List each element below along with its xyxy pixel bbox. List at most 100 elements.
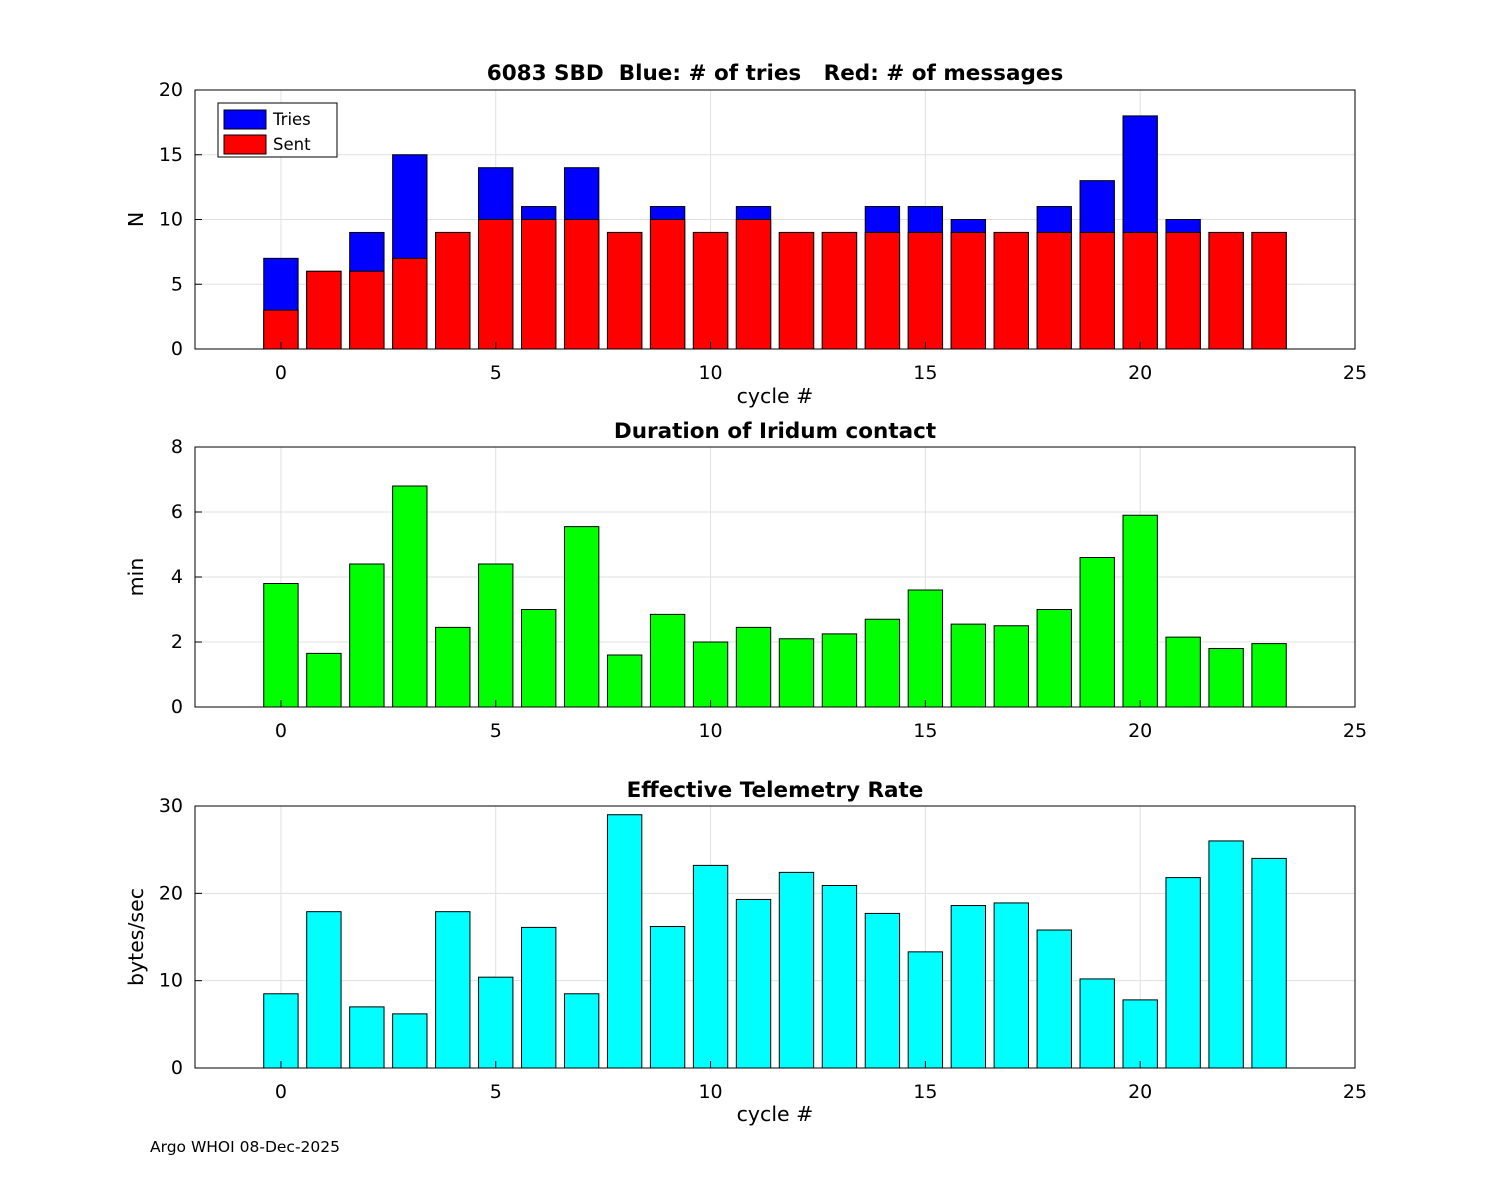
bar-iridium-duration-cycle-1 [306, 652, 342, 708]
bar-telemetry-rate-cycle-4 [435, 911, 471, 1069]
bar-iridium-duration-cycle-23 [1251, 643, 1287, 708]
tick-label-y: 0 [171, 338, 183, 360]
bar-tries-messages-cycle-2 [349, 270, 385, 350]
bar-tries-messages-cycle-10 [692, 231, 729, 350]
tick-label-x: 0 [275, 720, 287, 742]
bar-tries-messages-cycle-14 [864, 231, 901, 350]
tick-label-y: 10 [159, 970, 183, 992]
bar-iridium-duration-cycle-13 [821, 633, 858, 708]
bar-iridium-duration-cycle-9 [649, 613, 686, 708]
bar-telemetry-rate-cycle-7 [563, 993, 600, 1069]
tick-label-x: 5 [490, 362, 502, 384]
bar-telemetry-rate-cycle-19 [1079, 978, 1115, 1069]
bar-telemetry-rate-cycle-12 [778, 871, 815, 1069]
tick-label-x: 0 [275, 362, 287, 384]
bar-tries-messages-cycle-16 [950, 231, 987, 350]
tick-label-y: 5 [171, 273, 183, 295]
bar-iridium-duration-cycle-10 [692, 641, 729, 708]
bar-tries-messages-cycle-1 [306, 270, 342, 350]
chart-title-tries-messages: 6083 SBD Blue: # of tries Red: # of mess… [487, 61, 1064, 86]
axes-box-telemetry-rate [194, 805, 1356, 1069]
x-axis-label: cycle # [737, 384, 814, 408]
tick-label-y: 30 [159, 795, 183, 817]
tick-label-y: 20 [159, 882, 183, 904]
bar-tries-messages-cycle-15 [907, 231, 944, 350]
bar-iridium-duration-cycle-4 [435, 626, 471, 708]
tick-label-y: 8 [171, 436, 183, 458]
bar-telemetry-rate-cycle-2 [349, 1006, 385, 1069]
bar-telemetry-rate-cycle-23 [1251, 857, 1287, 1069]
bar-iridium-duration-cycle-3 [392, 485, 428, 708]
tick-label-y: 4 [171, 566, 183, 588]
tick-label-x: 20 [1128, 720, 1152, 742]
bar-iridium-duration-cycle-20 [1122, 514, 1158, 708]
tick-label-x: 0 [275, 1081, 287, 1103]
bar-telemetry-rate-cycle-10 [692, 864, 729, 1069]
tick-label-x: 25 [1343, 362, 1367, 384]
tick-label-y: 6 [171, 501, 183, 523]
bar-tries-messages-cycle-4 [435, 231, 471, 350]
tick-label-x: 15 [913, 720, 937, 742]
bar-iridium-duration-cycle-5 [478, 563, 514, 708]
chart-title-telemetry-rate: Effective Telemetry Rate [627, 778, 924, 803]
bar-tries-messages-cycle-23 [1251, 231, 1287, 350]
chart-title-iridium-duration: Duration of Iridum contact [614, 419, 936, 444]
bar-tries-messages-cycle-6 [521, 219, 557, 350]
tick-label-x: 15 [913, 362, 937, 384]
bar-telemetry-rate-cycle-13 [821, 884, 858, 1069]
tick-label-y: 15 [159, 144, 183, 166]
bar-tries-messages-cycle-17 [993, 231, 1029, 350]
bar-telemetry-rate-cycle-5 [478, 976, 514, 1069]
bar-tries-messages-cycle-20 [1122, 231, 1158, 350]
tick-label-x: 25 [1343, 720, 1367, 742]
bar-telemetry-rate-cycle-14 [864, 912, 901, 1069]
bar-telemetry-rate-cycle-21 [1165, 877, 1201, 1069]
bar-tries-messages-cycle-18 [1036, 231, 1072, 350]
bar-iridium-duration-cycle-19 [1079, 557, 1115, 708]
tick-label-y: 0 [171, 1057, 183, 1079]
bar-telemetry-rate-cycle-1 [306, 911, 342, 1069]
legend-label-tries: Tries [272, 110, 311, 129]
bar-iridium-duration-cycle-14 [864, 618, 901, 708]
bar-telemetry-rate-cycle-18 [1036, 929, 1072, 1069]
bar-iridium-duration-cycle-21 [1165, 636, 1201, 708]
tick-label-x: 25 [1343, 1081, 1367, 1103]
tick-label-x: 20 [1128, 362, 1152, 384]
legend-label-sent: Sent [273, 135, 311, 154]
y-axis-label: min [124, 558, 148, 597]
bar-iridium-duration-cycle-7 [563, 526, 600, 708]
tick-label-x: 20 [1128, 1081, 1152, 1103]
legend-swatch-sent [223, 134, 267, 155]
bar-tries-messages-cycle-11 [735, 219, 772, 350]
bar-iridium-duration-cycle-8 [606, 654, 643, 708]
bar-telemetry-rate-cycle-20 [1122, 999, 1158, 1069]
bar-iridium-duration-cycle-6 [521, 609, 557, 708]
tick-label-x: 5 [490, 720, 502, 742]
bar-telemetry-rate-cycle-9 [649, 926, 686, 1069]
tick-label-y: 10 [159, 209, 183, 231]
bar-tries-messages-cycle-21 [1165, 231, 1201, 350]
bar-iridium-duration-cycle-15 [907, 589, 944, 708]
bar-iridium-duration-cycle-11 [735, 626, 772, 708]
y-axis-label: bytes/sec [124, 888, 148, 986]
bar-telemetry-rate-cycle-11 [735, 898, 772, 1069]
bar-tries-messages-cycle-12 [778, 231, 815, 350]
legend-swatch-tries [223, 109, 267, 130]
tick-label-y: 0 [171, 696, 183, 718]
bar-telemetry-rate-cycle-6 [521, 926, 557, 1069]
bar-tries-messages-cycle-19 [1079, 231, 1115, 350]
tick-label-x: 10 [698, 362, 722, 384]
bar-iridium-duration-cycle-0 [263, 583, 299, 708]
bar-tries-messages-cycle-13 [821, 231, 858, 350]
tick-label-y: 20 [159, 79, 183, 101]
bar-telemetry-rate-cycle-22 [1208, 840, 1244, 1069]
tick-label-y: 2 [171, 631, 183, 653]
bar-iridium-duration-cycle-17 [993, 625, 1029, 708]
tick-label-x: 5 [490, 1081, 502, 1103]
bar-telemetry-rate-cycle-16 [950, 905, 987, 1069]
bar-tries-messages-cycle-7 [563, 219, 600, 350]
bar-iridium-duration-cycle-16 [950, 623, 987, 708]
bar-tries-messages-cycle-3 [392, 257, 428, 350]
